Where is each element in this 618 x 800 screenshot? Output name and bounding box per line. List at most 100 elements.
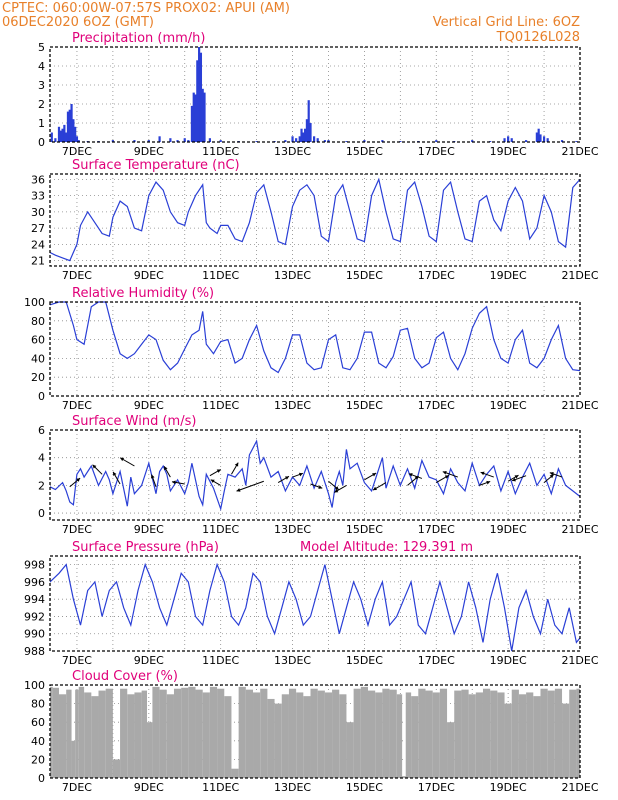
cloud-cover-bar [134, 692, 142, 778]
panel-rh: Relative Humidity (%) 0 20 40 60 80 100 7DEC 9DE… [24, 286, 599, 412]
wind-vector-arrow [364, 472, 377, 481]
panel-title: Surface Wind (m/s) [72, 414, 196, 429]
cloud-cover-bar [497, 692, 505, 778]
wind-vector-head [234, 462, 239, 467]
wind-vector-arrow [209, 469, 221, 477]
precip-bar [399, 141, 402, 142]
x-tick-label: 17DEC [418, 654, 455, 667]
precip-bar [284, 140, 287, 142]
panel-precip: Precipitation (mm/h) 0 1 2 3 4 5 7DEC 9DEC 11DEC 1… [38, 31, 599, 158]
x-tick-label: 15DEC [346, 269, 383, 282]
cloud-cover-bar [368, 690, 376, 778]
x-tick-label: 13DEC [274, 269, 311, 282]
x-tick-label: 9DEC [134, 654, 164, 667]
x-tick-label: 7DEC [62, 781, 92, 794]
panel-title: Relative Humidity (%) [72, 286, 214, 301]
x-tick-label: 9DEC [134, 781, 164, 794]
cloud-cover-bar [173, 688, 182, 778]
x-tick-label: 13DEC [274, 145, 311, 158]
wind-vector-head [318, 485, 323, 489]
x-tick-label: 19DEC [490, 145, 527, 158]
precip-bar [50, 132, 53, 142]
precip-bar [77, 140, 80, 142]
y-tick-label: 80 [31, 315, 45, 328]
cloud-cover-bar [303, 696, 311, 778]
wind-vector-arrow [119, 457, 135, 467]
x-tick-label: 17DEC [418, 269, 455, 282]
wind-vector-head [512, 477, 516, 482]
precip-bar [147, 140, 150, 142]
cloud-cover-bar [296, 692, 304, 778]
cloud-cover-bar [231, 768, 239, 778]
x-tick-label: 21DEC [561, 654, 598, 667]
panel-title: Surface Pressure (hPa) [72, 540, 219, 555]
y-tick-label: 40 [31, 735, 45, 748]
wind-vector-head [236, 488, 241, 492]
precip-bar [304, 128, 307, 142]
cloud-cover-bar [562, 703, 570, 778]
wind-vector-arrow [236, 480, 264, 492]
precip-bar [57, 126, 61, 142]
cloud-cover-bar [267, 698, 275, 778]
x-tick-label: 11DEC [202, 523, 239, 536]
y-tick-label: 24 [31, 238, 45, 251]
precip-bar [158, 136, 161, 142]
wind-vector-arrow [69, 477, 81, 488]
wind-vector-arrow [442, 471, 459, 478]
precip-bar [507, 136, 510, 142]
y-tick-label: 30 [31, 206, 45, 219]
x-tick-label: 11DEC [202, 145, 239, 158]
precip-bar [302, 132, 305, 142]
y-tick-label: 27 [31, 222, 45, 235]
cloud-cover-bar [310, 688, 318, 778]
cloud-cover-bar [98, 690, 106, 778]
precip-bar [546, 138, 549, 142]
panel-press: Surface Pressure (hPa) Model Altitude: 12… [24, 540, 599, 667]
panel-temp: Surface Temperature (nC) 21 24 27 30 33 36 7DEC… [31, 158, 599, 282]
precip-bar [201, 88, 204, 142]
y-tick-label: 100 [24, 679, 45, 692]
precip-bar [381, 140, 384, 142]
cloud-cover-bar [159, 689, 167, 778]
y-tick-label: 100 [24, 296, 45, 309]
wind-vector-arrow [511, 475, 527, 482]
x-tick-label: 11DEC [202, 781, 239, 794]
cloud-cover-bar [317, 690, 325, 778]
wind-vector-head [486, 480, 491, 485]
x-tick-label: 15DEC [346, 781, 383, 794]
x-tick-label: 13DEC [274, 523, 311, 536]
wind-vector-head [120, 457, 125, 462]
y-tick-label: 988 [24, 645, 45, 658]
y-tick-label: 20 [31, 753, 45, 766]
wind-vector-head [216, 469, 221, 473]
y-tick-label: 5 [38, 41, 45, 54]
panel-frame [49, 301, 581, 397]
precip-bar [255, 141, 258, 142]
precip-bar [169, 138, 172, 142]
y-tick-label: 20 [31, 371, 45, 384]
precip-bar [65, 132, 68, 142]
precip-bar [54, 138, 57, 142]
cloud-cover-bar [281, 694, 289, 778]
cloud-cover-bar [66, 689, 72, 778]
x-tick-label: 11DEC [202, 399, 239, 412]
precip-bar [190, 105, 194, 142]
wind-vector-head [334, 488, 339, 493]
precip-bar [59, 130, 62, 142]
cloud-cover-bar [425, 690, 433, 778]
y-tick-label: 992 [24, 610, 45, 623]
cloud-cover-bar [554, 688, 563, 778]
wind-vector-head [372, 473, 377, 477]
y-tick-label: 21 [31, 255, 45, 268]
precip-bar [295, 138, 298, 142]
y-tick-label: 60 [31, 334, 45, 347]
cloud-cover-bar [274, 703, 282, 778]
header-grid-note: Vertical Grid Line: 6OZ [433, 15, 580, 30]
wind-vector-arrow [150, 474, 157, 487]
cloud-cover-bar [195, 689, 203, 778]
wind-vector-head [444, 475, 449, 479]
precip-bar [307, 100, 310, 142]
cloud-cover-bar [576, 688, 580, 778]
y-tick-label: 60 [31, 716, 45, 729]
precip-bar [323, 140, 326, 142]
